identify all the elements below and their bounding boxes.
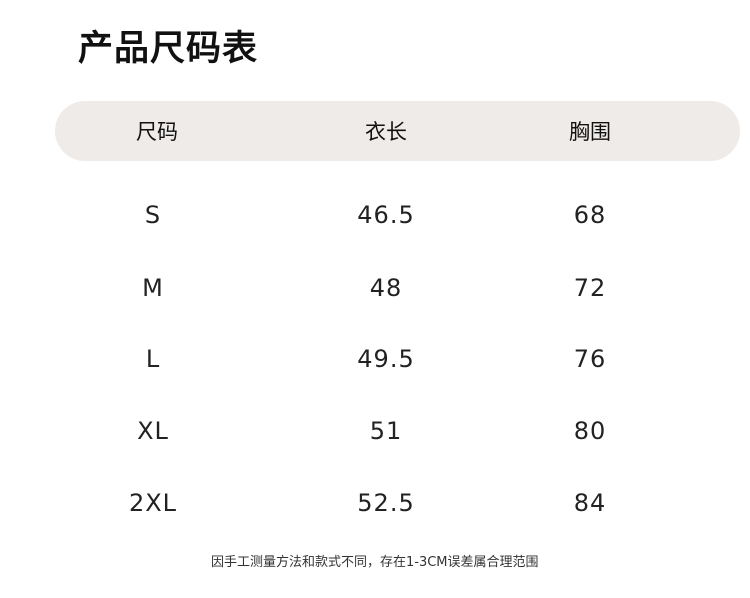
cell-size: L	[145, 345, 161, 373]
cell-size: 2XL	[128, 489, 178, 517]
cell-chest: 72	[573, 274, 607, 302]
cell-chest: 84	[573, 489, 607, 517]
page-title: 产品尺码表	[78, 28, 259, 69]
cell-length: 49.5	[357, 345, 415, 373]
header-size: 尺码	[136, 120, 178, 144]
cell-size: S	[144, 201, 162, 229]
cell-size: M	[142, 274, 164, 302]
header-chest: 胸围	[569, 120, 611, 144]
cell-chest: 68	[573, 201, 607, 229]
cell-length: 52.5	[357, 489, 415, 517]
measurement-note: 因手工测量方法和款式不同，存在1-3CM误差属合理范围	[211, 555, 539, 570]
table-header	[55, 101, 740, 161]
cell-chest: 80	[573, 417, 607, 445]
cell-size: XL	[137, 417, 169, 445]
cell-length: 46.5	[357, 201, 415, 229]
cell-length: 51	[369, 417, 403, 445]
header-length: 衣长	[365, 120, 407, 144]
cell-length: 48	[369, 274, 403, 302]
cell-chest: 76	[573, 345, 607, 373]
